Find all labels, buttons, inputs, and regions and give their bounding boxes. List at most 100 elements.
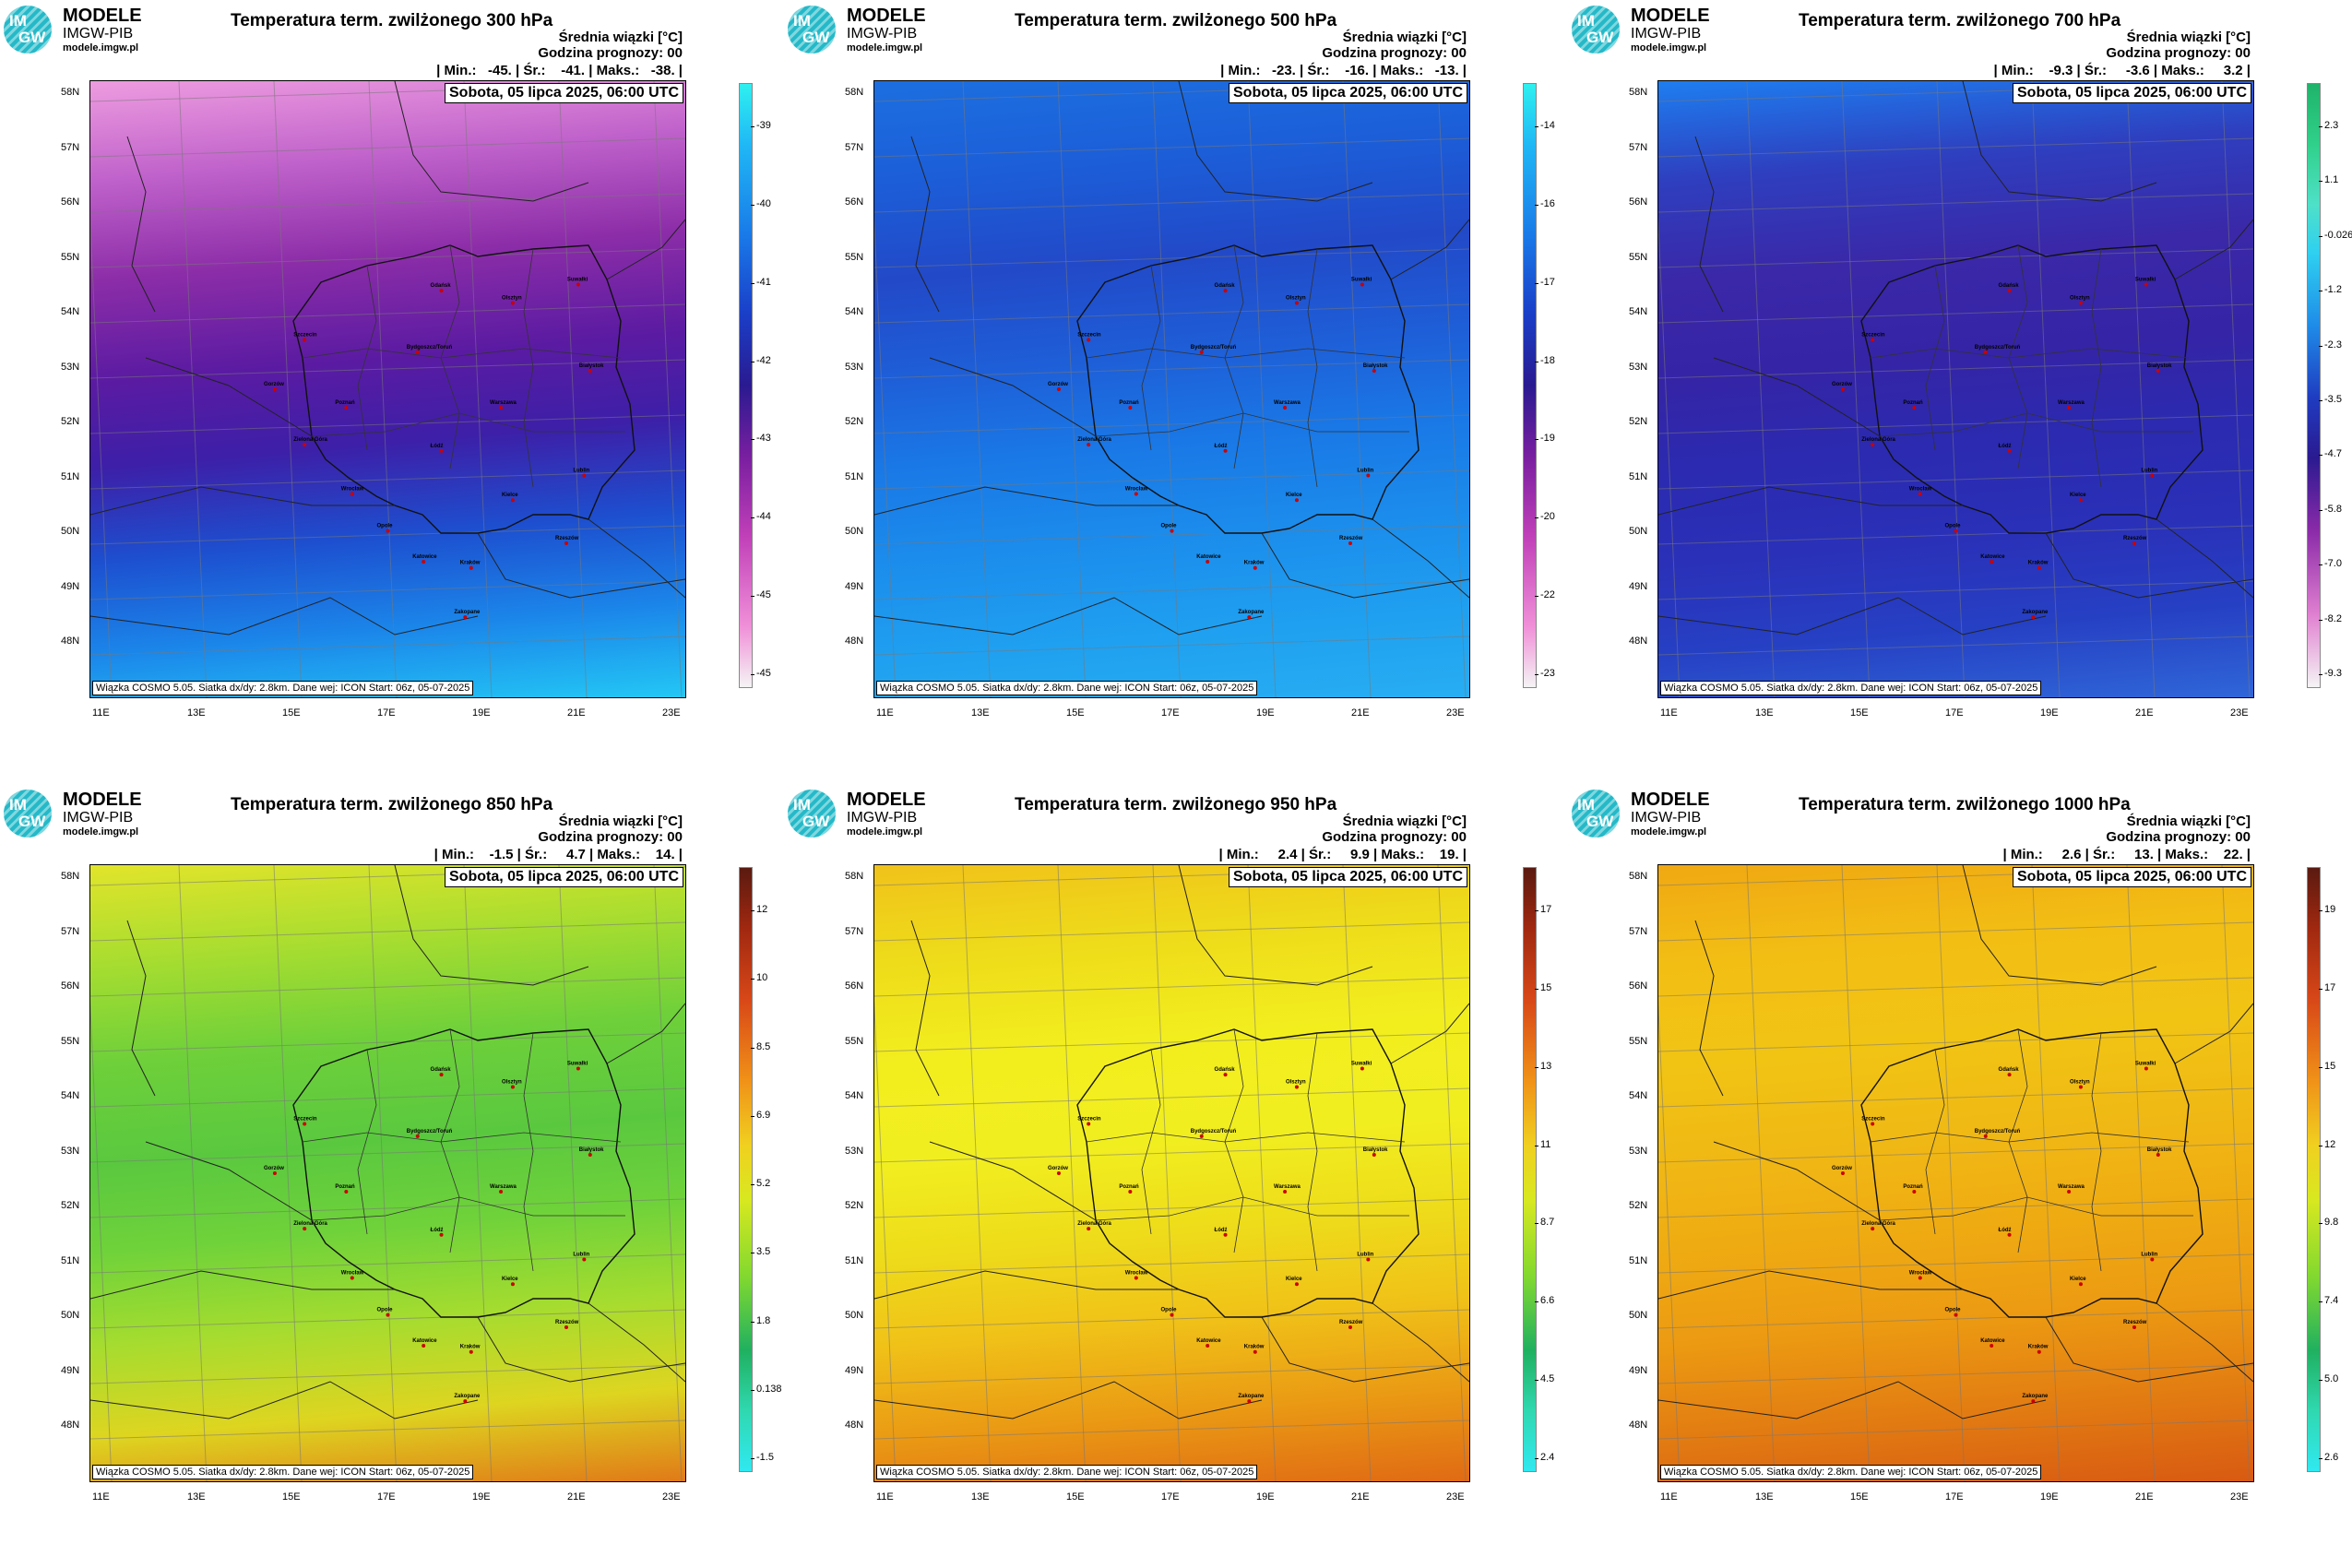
country-border xyxy=(477,532,685,599)
voivodeship-border xyxy=(1086,1132,1406,1143)
voivodeship-border xyxy=(2091,1032,2102,1272)
graticule-lon xyxy=(1342,865,1372,1481)
graticule-lon xyxy=(1057,81,1087,697)
country-border xyxy=(394,865,589,986)
colorbar xyxy=(739,83,753,688)
graticule-lat xyxy=(90,977,685,997)
lat-label: 49N xyxy=(61,580,80,592)
stats-line: | Min.: 2.4 | Śr.: 9.9 | Maks.: 19. | xyxy=(1218,847,1467,862)
country-border xyxy=(910,920,940,1097)
lat-label: 57N xyxy=(61,141,80,153)
graticule-lon xyxy=(1658,214,1681,697)
city-label: Kielce xyxy=(2070,1277,2086,1282)
colorbar-tick: -14 xyxy=(1535,120,1555,131)
city-label: Zielona Góra xyxy=(1077,437,1111,443)
city-marker xyxy=(499,406,504,410)
lat-label: 58N xyxy=(845,871,864,882)
city-label: Katowice xyxy=(1196,1338,1221,1344)
lon-label: 19E xyxy=(1256,1491,1275,1503)
city-label: Kielce xyxy=(1286,1277,1302,1282)
country-border xyxy=(929,1141,1097,1221)
city-label: Suwałki xyxy=(2135,1061,2156,1066)
colorbar-tick: 5.0 xyxy=(2318,1373,2339,1385)
city-marker xyxy=(2067,1190,2072,1194)
city-label: Kraków xyxy=(1244,561,1265,566)
colorbar-tick: -4.7 xyxy=(2319,448,2342,460)
lat-label: 49N xyxy=(845,580,864,592)
lat-label: 51N xyxy=(61,470,80,482)
colorbar-tick: -45 xyxy=(751,668,771,679)
ensemble-info: Średnia wiązki [°C] Godzina prognozy: 00 xyxy=(1322,30,1467,61)
graticule-lat xyxy=(90,137,685,158)
graticule-lon xyxy=(2126,81,2156,697)
lat-label: 53N xyxy=(61,361,80,373)
logo-badge-top: IM xyxy=(1577,12,1595,30)
city-label: Wrocław xyxy=(1125,1271,1148,1277)
lat-label: 57N xyxy=(1629,925,1648,937)
graticule-lon xyxy=(653,81,683,697)
city-marker xyxy=(1954,1313,1958,1317)
lat-label: 56N xyxy=(1629,196,1648,208)
country-border xyxy=(126,136,156,313)
lat-label: 52N xyxy=(61,1200,80,1211)
logo-title: MODELE xyxy=(847,6,926,26)
graticule-lon xyxy=(90,998,113,1481)
imgw-logo: IM GW MODELE IMGW-PIB modele.imgw.pl xyxy=(4,4,151,55)
graticule-lon xyxy=(653,865,683,1481)
city-marker xyxy=(350,1276,354,1280)
map-panel: IM GW MODELE IMGW-PIB modele.imgw.pl Temperat… xyxy=(784,0,1555,756)
colorbar xyxy=(2307,867,2321,1472)
graticule-lat xyxy=(90,469,685,490)
graticule-lon xyxy=(1342,81,1372,697)
city-marker xyxy=(1348,541,1352,545)
city-marker xyxy=(2144,282,2148,287)
city-label: Katowice xyxy=(1196,554,1221,560)
city-label: Gorzów xyxy=(1832,1166,1852,1171)
city-marker xyxy=(2078,498,2083,503)
city-marker xyxy=(1990,560,1994,564)
lat-label: 58N xyxy=(61,87,80,98)
mean-label: Średnia wiązki [°C] xyxy=(1342,30,1467,45)
graticule-lat xyxy=(874,137,1469,158)
map-overlay: Gdańsk Olsztyn Suwałki Szczecin Bydgoszcz/To… xyxy=(874,81,1469,697)
city-label: Warszawa xyxy=(1274,1184,1301,1190)
city-marker xyxy=(439,1232,444,1237)
graticule-lat xyxy=(1658,1087,2253,1108)
city-label: Kraków xyxy=(2028,1345,2049,1350)
country-border xyxy=(2174,1003,2253,1064)
graticule-lon xyxy=(1746,81,1776,697)
mean-label: Średnia wiązki [°C] xyxy=(2126,30,2251,45)
city-marker xyxy=(1134,1276,1138,1280)
graticule-lat xyxy=(1658,414,2253,434)
city-marker xyxy=(2156,1152,2160,1157)
city-marker xyxy=(1360,1066,1364,1071)
colorbar-tick: -41 xyxy=(751,276,771,288)
city-label: Łódź xyxy=(1215,1228,1228,1233)
city-marker xyxy=(582,473,587,478)
lon-label: 13E xyxy=(1755,707,1774,719)
lat-label: 53N xyxy=(61,1145,80,1157)
logo-title: MODELE xyxy=(847,790,926,810)
city-marker xyxy=(2037,565,2041,570)
lat-label: 53N xyxy=(1629,361,1648,373)
lat-label: 54N xyxy=(1629,1090,1648,1101)
country-border xyxy=(910,136,940,313)
colorbar-tick: 1.1 xyxy=(2318,174,2339,186)
graticule-lon xyxy=(1658,998,1681,1481)
country-border xyxy=(929,357,1097,437)
city-marker xyxy=(1840,387,1845,391)
graticule-lat xyxy=(874,193,1469,213)
lat-label: 50N xyxy=(845,526,864,537)
city-label: Gdańsk xyxy=(1215,1067,1236,1073)
imgw-logo: IM GW MODELE IMGW-PIB modele.imgw.pl xyxy=(788,788,935,839)
city-label: Opole xyxy=(1161,1308,1178,1313)
lon-label: 19E xyxy=(472,1491,491,1503)
poland-border xyxy=(1860,244,2204,534)
colorbar-tick: -43 xyxy=(751,433,771,445)
graticule-lat xyxy=(874,359,1469,379)
lon-label: 17E xyxy=(1161,1491,1180,1503)
city-marker xyxy=(2031,615,2036,620)
colorbar-tick: 12 xyxy=(2318,1138,2336,1150)
lon-label: 23E xyxy=(662,707,681,719)
city-label: Wrocław xyxy=(341,487,364,493)
